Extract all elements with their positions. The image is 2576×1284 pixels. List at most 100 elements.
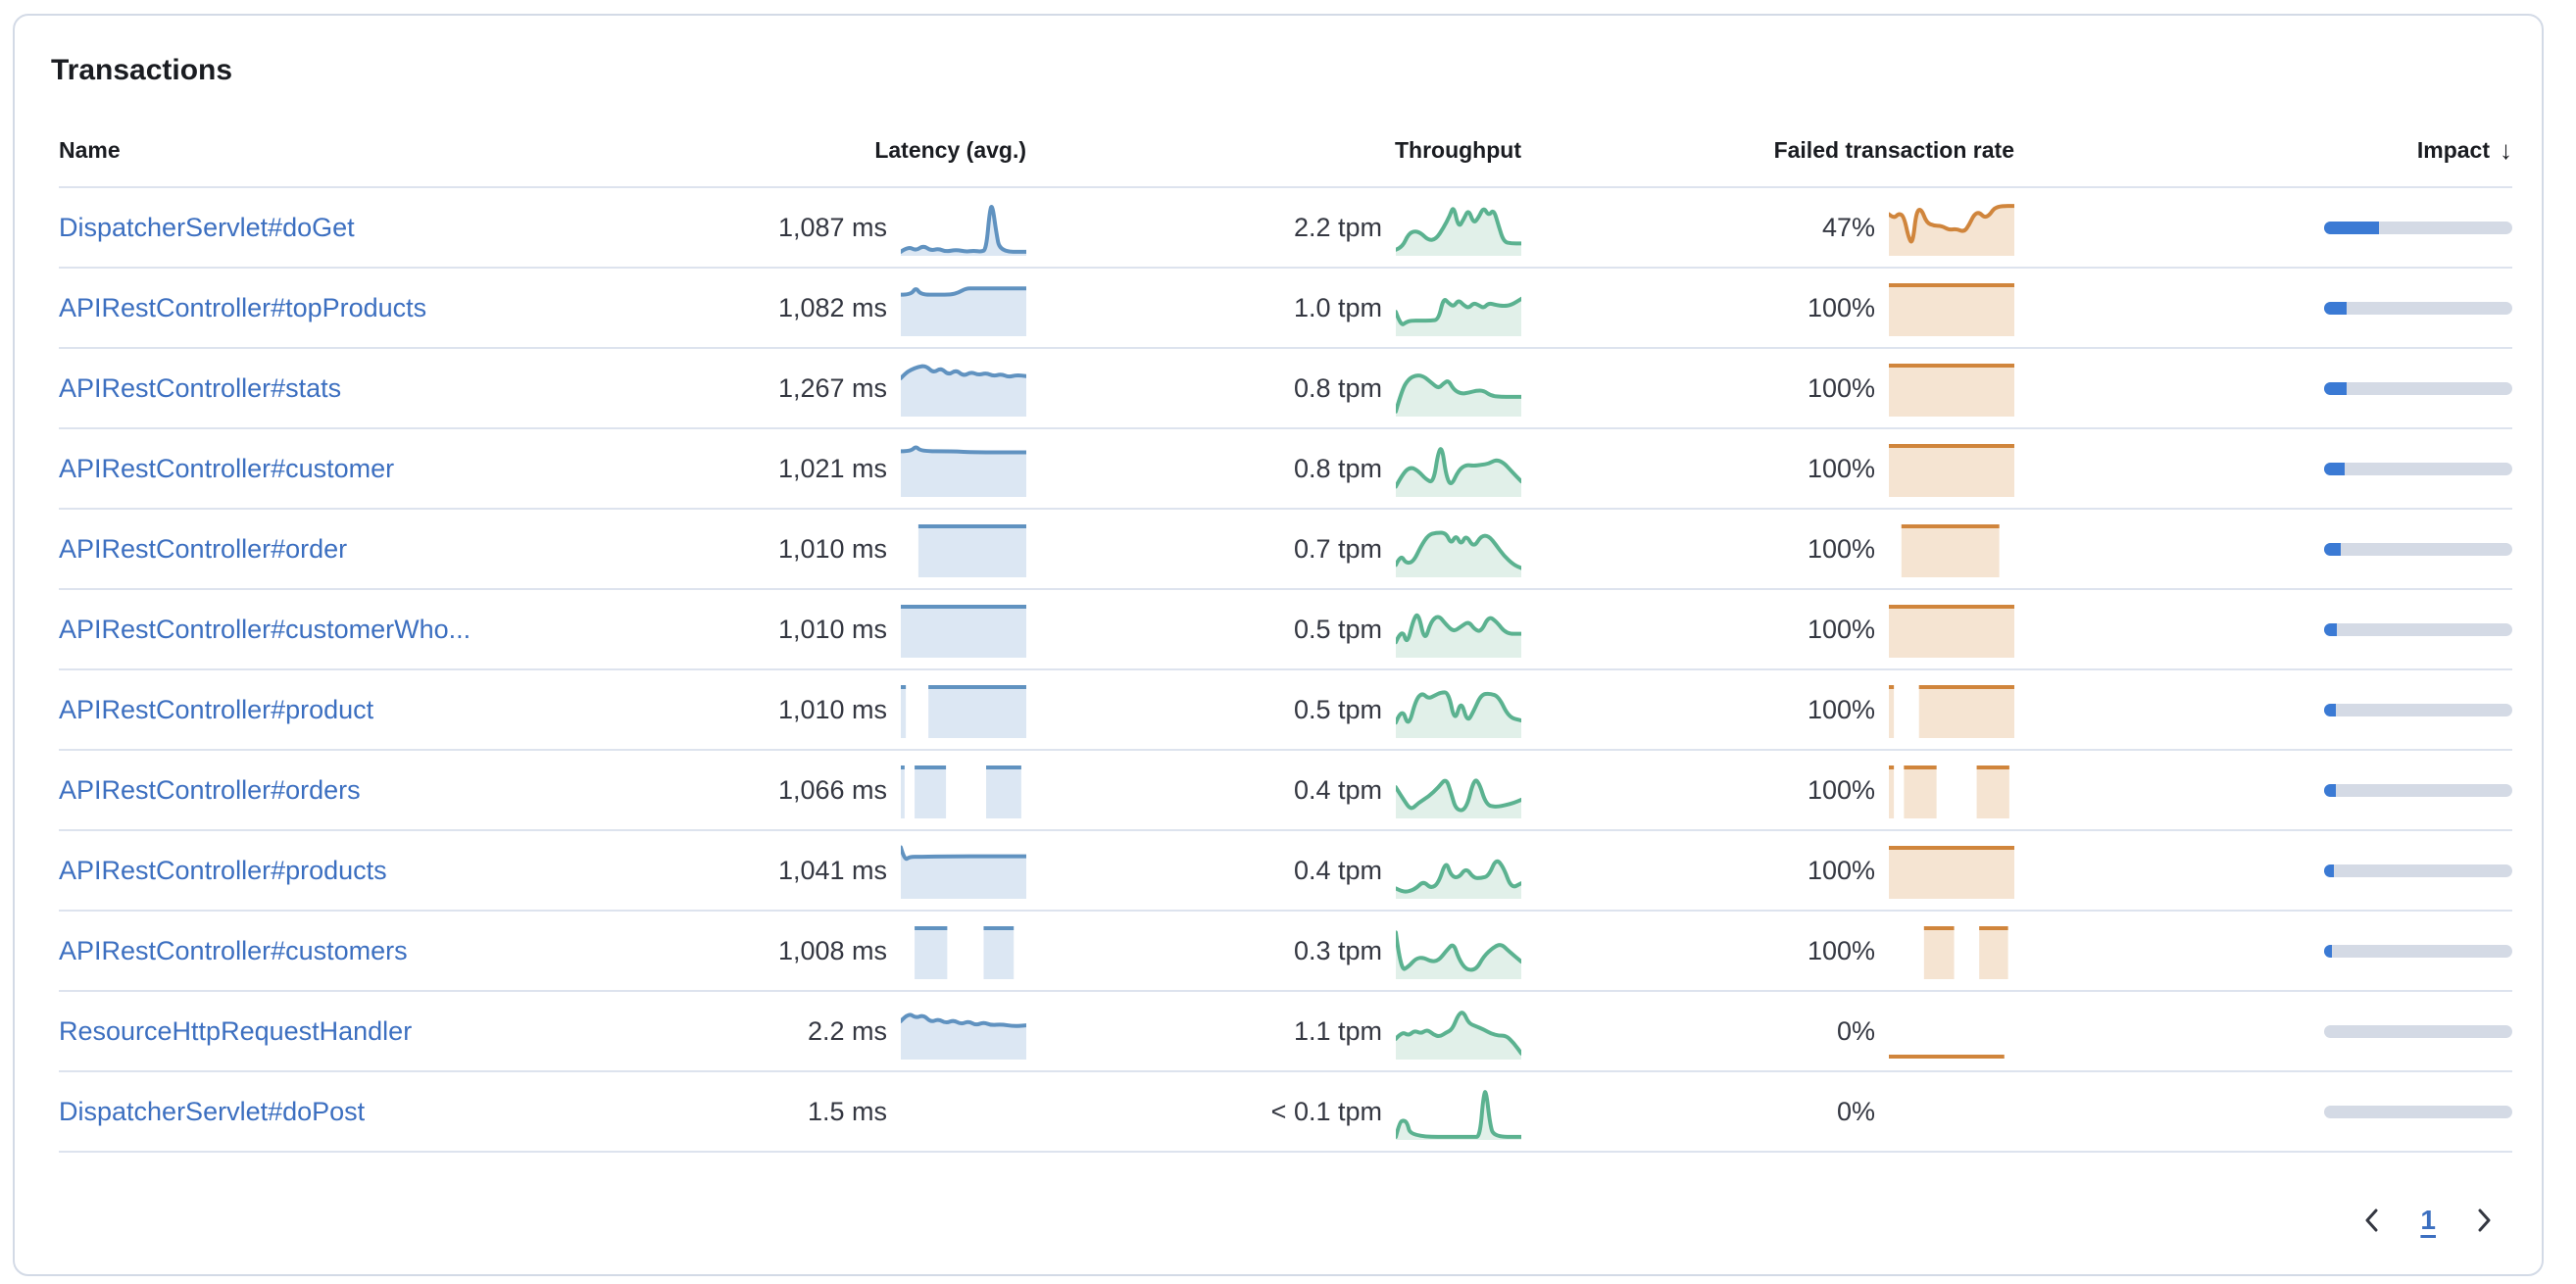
- impact-bar-fill: [2324, 783, 2336, 797]
- name-cell: APIRestController#stats: [59, 373, 634, 404]
- latency-value-cell: 1,010 ms: [634, 520, 1026, 577]
- impact-bar-fill: [2324, 221, 2379, 234]
- transactions-panel: Transactions Name Latency (avg.) Through…: [13, 14, 2544, 1276]
- failed-transaction-rate-sparkline: [1889, 279, 2014, 336]
- latency-sparkline: [899, 1003, 1028, 1060]
- latency-value-cell: 1,008 ms: [634, 922, 1026, 979]
- latency-value-cell: 1,041 ms: [634, 842, 1028, 899]
- table-row: APIRestController#topProducts 1,082 ms 1.0…: [59, 269, 2512, 349]
- throughput-value: 0.4 tpm: [1293, 855, 1382, 885]
- failed-transaction-rate-sparkline: [1889, 520, 2014, 577]
- impact-cell: [2014, 221, 2512, 234]
- failed-transaction-rate-sparkline: [1889, 842, 2014, 899]
- name-cell: APIRestController#order: [59, 534, 634, 565]
- transaction-link[interactable]: DispatcherServlet#doGet: [59, 212, 355, 242]
- table-header-row: Name Latency (avg.) Throughput Failed tr…: [59, 114, 2512, 188]
- latency-value-cell: 1,010 ms: [634, 601, 1026, 658]
- throughput-value: 0.5 tpm: [1293, 614, 1382, 644]
- throughput-sparkline: [1394, 842, 1523, 899]
- chevron-right-icon: [2478, 1209, 2491, 1232]
- failed-transaction-rate-value: 100%: [1807, 292, 1875, 322]
- latency-value-cell: 1,267 ms: [634, 360, 1028, 417]
- impact-cell: [2014, 622, 2512, 636]
- impact-bar: [2324, 462, 2512, 475]
- latency-value: 1,082 ms: [777, 292, 887, 322]
- column-header-latency[interactable]: Latency (avg.): [874, 136, 1026, 163]
- impact-bar-fill: [2324, 301, 2348, 315]
- throughput-value-cell: < 0.1 tpm: [1026, 1083, 1523, 1140]
- name-cell: APIRestController#customers: [59, 936, 634, 966]
- latency-sparkline: [901, 681, 1026, 738]
- impact-cell: [2014, 301, 2512, 315]
- transaction-link[interactable]: APIRestController#customers: [59, 935, 408, 965]
- impact-bar-fill: [2324, 542, 2342, 556]
- transaction-link[interactable]: APIRestController#product: [59, 694, 374, 724]
- transaction-link[interactable]: APIRestController#topProducts: [59, 292, 427, 322]
- transaction-link[interactable]: APIRestController#order: [59, 533, 348, 564]
- impact-cell: [2014, 703, 2512, 716]
- table-row: DispatcherServlet#doGet 1,087 ms 2.2 tpm 47…: [59, 188, 2512, 269]
- failed-transaction-rate-value-cell: 47%: [1521, 199, 2016, 256]
- latency-sparkline: [899, 440, 1028, 497]
- latency-sparkline: [899, 199, 1028, 256]
- latency-sparkline: [901, 922, 1026, 979]
- failed-transaction-rate-sparkline: [1889, 1003, 2014, 1060]
- name-cell: APIRestController#customerWho...: [59, 615, 634, 645]
- table-row: ResourceHttpRequestHandler 2.2 ms 1.1 tpm 0…: [59, 992, 2512, 1072]
- throughput-value: 0.5 tpm: [1293, 694, 1382, 724]
- failed-transaction-rate-value: 100%: [1807, 855, 1875, 885]
- failed-transaction-rate-sparkline: [1889, 601, 2014, 658]
- previous-page-button[interactable]: [2352, 1200, 2393, 1241]
- failed-transaction-rate-value: 0%: [1836, 1015, 1875, 1046]
- column-header-impact[interactable]: Impact ↓: [2014, 135, 2512, 166]
- throughput-sparkline: [1394, 922, 1523, 979]
- name-cell: ResourceHttpRequestHandler: [59, 1016, 634, 1047]
- transaction-link[interactable]: DispatcherServlet#doPost: [59, 1096, 366, 1126]
- throughput-value: 0.3 tpm: [1293, 935, 1382, 965]
- name-cell: APIRestController#customer: [59, 454, 634, 484]
- table-row: APIRestController#orders 1,066 ms 0.4 tpm 1…: [59, 751, 2512, 831]
- column-header-impact-label: Impact: [2416, 136, 2490, 163]
- failed-transaction-rate-value-cell: 100%: [1521, 360, 2014, 417]
- column-header-failed-transaction-rate[interactable]: Failed transaction rate: [1773, 136, 2014, 163]
- transaction-link[interactable]: APIRestController#customer: [59, 453, 395, 483]
- failed-transaction-rate-value-cell: 100%: [1521, 922, 2014, 979]
- failed-transaction-rate-value: 100%: [1807, 533, 1875, 564]
- throughput-value: 1.1 tpm: [1293, 1015, 1382, 1046]
- table-row: APIRestController#customer 1,021 ms 0.8 tp…: [59, 429, 2512, 510]
- next-page-button[interactable]: [2463, 1200, 2504, 1241]
- failed-transaction-rate-sparkline: [1889, 762, 2014, 818]
- table-row: APIRestController#stats 1,267 ms 0.8 tpm 10…: [59, 349, 2512, 429]
- failed-transaction-rate-sparkline: [1889, 681, 2014, 738]
- failed-transaction-rate-value-cell: 100%: [1521, 681, 2014, 738]
- chevron-left-icon: [2365, 1209, 2378, 1232]
- failed-transaction-rate-sparkline: [1889, 360, 2014, 417]
- impact-bar-fill: [2324, 462, 2346, 475]
- pagination: 1: [59, 1200, 2512, 1241]
- throughput-value: 0.4 tpm: [1293, 774, 1382, 805]
- transaction-link[interactable]: APIRestController#products: [59, 855, 387, 885]
- impact-bar-fill: [2324, 703, 2336, 716]
- transaction-link[interactable]: APIRestController#stats: [59, 372, 342, 403]
- throughput-value: < 0.1 tpm: [1270, 1096, 1382, 1126]
- failed-transaction-rate-value: 100%: [1807, 614, 1875, 644]
- impact-cell: [2014, 1105, 2512, 1118]
- transaction-link[interactable]: APIRestController#customerWho...: [59, 614, 471, 644]
- failed-transaction-rate-value-cell: 100%: [1521, 440, 2014, 497]
- throughput-value-cell: 0.8 tpm: [1026, 440, 1523, 497]
- latency-sparkline: [899, 360, 1028, 417]
- transaction-link[interactable]: APIRestController#orders: [59, 774, 361, 805]
- table-row: APIRestController#order 1,010 ms 0.7 tpm 10…: [59, 510, 2512, 590]
- failed-transaction-rate-value-cell: 100%: [1521, 279, 2014, 336]
- page-number-button[interactable]: 1: [2412, 1201, 2444, 1240]
- failed-transaction-rate-value: 0%: [1836, 1096, 1875, 1126]
- table-row: DispatcherServlet#doPost 1.5 ms < 0.1 tpm 0…: [59, 1072, 2512, 1153]
- table-body: DispatcherServlet#doGet 1,087 ms 2.2 tpm 47…: [59, 188, 2512, 1153]
- throughput-sparkline: [1394, 360, 1523, 417]
- failed-transaction-rate-sparkline: [1889, 1083, 2014, 1140]
- latency-sparkline: [899, 279, 1028, 336]
- transaction-link[interactable]: ResourceHttpRequestHandler: [59, 1015, 413, 1046]
- throughput-sparkline: [1394, 681, 1523, 738]
- column-header-name[interactable]: Name: [59, 136, 121, 163]
- column-header-throughput[interactable]: Throughput: [1394, 136, 1521, 163]
